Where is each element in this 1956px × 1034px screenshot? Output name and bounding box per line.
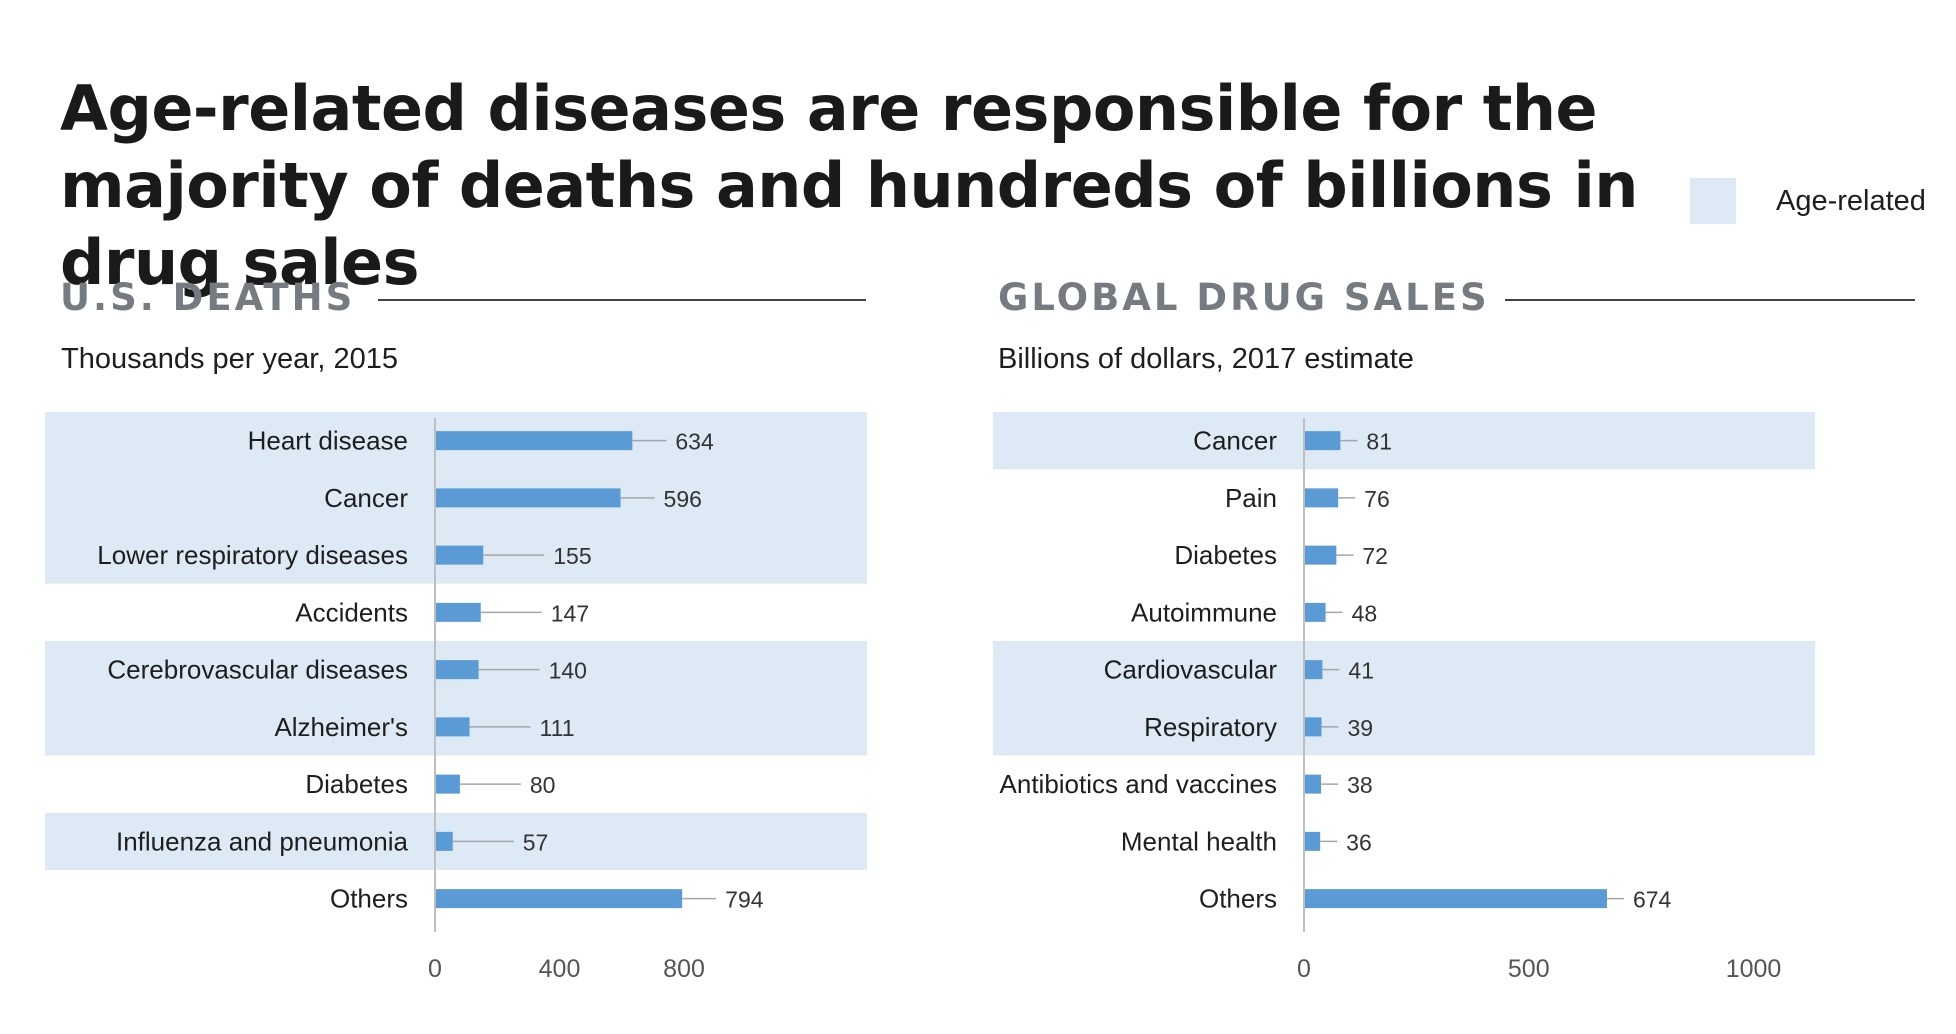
deaths-bar: [436, 660, 479, 680]
sales-value-label: 41: [1348, 658, 1374, 684]
deaths-bar: [436, 774, 460, 794]
deaths-value-label: 155: [553, 543, 591, 569]
legend: Age-related: [1690, 178, 1926, 224]
deaths-bar: [436, 488, 621, 508]
sales-bar: [1305, 545, 1337, 565]
legend-swatch: [1690, 178, 1736, 224]
sales-value-label: 674: [1633, 887, 1672, 913]
deaths-value-label: 634: [675, 429, 714, 455]
sales-age-related-band: [993, 412, 1815, 470]
sales-bar: [1305, 488, 1339, 508]
sales-value-label: 39: [1348, 715, 1374, 741]
deaths-category-label: Diabetes: [305, 769, 408, 799]
sales-heading-rule: [1505, 299, 1915, 301]
sales-bar: [1305, 774, 1322, 794]
sales-bar: [1305, 660, 1323, 680]
sales-category-label: Cancer: [1193, 426, 1277, 456]
sales-chart: Cancer 81 Pain 76 Diabetes 72 Autoimmune 48 Card…: [993, 412, 1815, 983]
deaths-category-label: Lower respiratory diseases: [97, 540, 408, 570]
sales-category-label: Cardiovascular: [1104, 655, 1278, 685]
sales-bar: [1305, 431, 1341, 451]
sales-subtitle: Billions of dollars, 2017 estimate: [998, 343, 1414, 375]
deaths-category-label: Cerebrovascular diseases: [107, 655, 408, 685]
deaths-category-label: Accidents: [295, 597, 408, 627]
sales-category-label: Mental health: [1121, 826, 1277, 856]
deaths-value-label: 57: [523, 829, 549, 855]
deaths-heading: U.S. DEATHS: [60, 276, 356, 319]
deaths-bar: [436, 831, 453, 851]
deaths-category-label: Alzheimer's: [274, 712, 408, 742]
deaths-bar: [436, 545, 484, 565]
sales-category-label: Diabetes: [1174, 540, 1277, 570]
deaths-category-label: Cancer: [324, 483, 408, 513]
sales-category-label: Antibiotics and vaccines: [1000, 769, 1277, 799]
sales-value-label: 38: [1347, 772, 1373, 798]
deaths-bar: [436, 431, 633, 451]
sales-x-tick-label: 500: [1508, 955, 1550, 983]
sales-category-label: Respiratory: [1144, 712, 1277, 742]
legend-label: Age-related: [1776, 184, 1926, 217]
sales-value-label: 76: [1364, 486, 1390, 512]
deaths-value-label: 80: [530, 772, 556, 798]
sales-category-label: Autoimmune: [1131, 597, 1277, 627]
sales-bar: [1305, 831, 1321, 851]
deaths-value-label: 140: [549, 658, 587, 684]
deaths-value-label: 147: [551, 600, 589, 626]
deaths-bar: [436, 717, 470, 737]
deaths-bar: [436, 889, 683, 909]
deaths-category-label: Others: [330, 884, 408, 914]
sales-value-label: 48: [1352, 600, 1378, 626]
sales-category-label: Pain: [1225, 483, 1277, 513]
deaths-bar: [436, 602, 481, 622]
sales-x-tick-label: 0: [1297, 955, 1311, 983]
deaths-x-tick-label: 400: [539, 955, 581, 983]
deaths-value-label: 794: [725, 887, 764, 913]
deaths-value-label: 111: [540, 715, 575, 741]
deaths-x-tick-label: 800: [663, 955, 705, 983]
sales-age-related-band: [993, 641, 1815, 756]
sales-bar: [1305, 602, 1326, 622]
deaths-category-label: Heart disease: [248, 426, 408, 456]
sales-x-tick-label: 1000: [1726, 955, 1782, 983]
sales-value-label: 72: [1362, 543, 1388, 569]
deaths-x-tick-label: 0: [428, 955, 442, 983]
deaths-chart: Heart disease 634 Cancer 596 Lower respirato…: [45, 412, 867, 983]
deaths-age-related-band: [45, 641, 867, 756]
deaths-heading-rule: [378, 299, 866, 301]
sales-value-label: 81: [1366, 429, 1392, 455]
sales-heading: GLOBAL DRUG SALES: [998, 276, 1490, 319]
sales-value-label: 36: [1346, 829, 1372, 855]
chart-title: Age-related diseases are responsible for…: [60, 72, 1638, 299]
sales-category-label: Others: [1199, 884, 1277, 914]
deaths-category-label: Influenza and pneumonia: [116, 826, 409, 856]
sales-bar: [1305, 717, 1322, 737]
deaths-value-label: 596: [664, 486, 702, 512]
sales-bar: [1305, 889, 1607, 909]
deaths-subtitle: Thousands per year, 2015: [61, 343, 398, 375]
